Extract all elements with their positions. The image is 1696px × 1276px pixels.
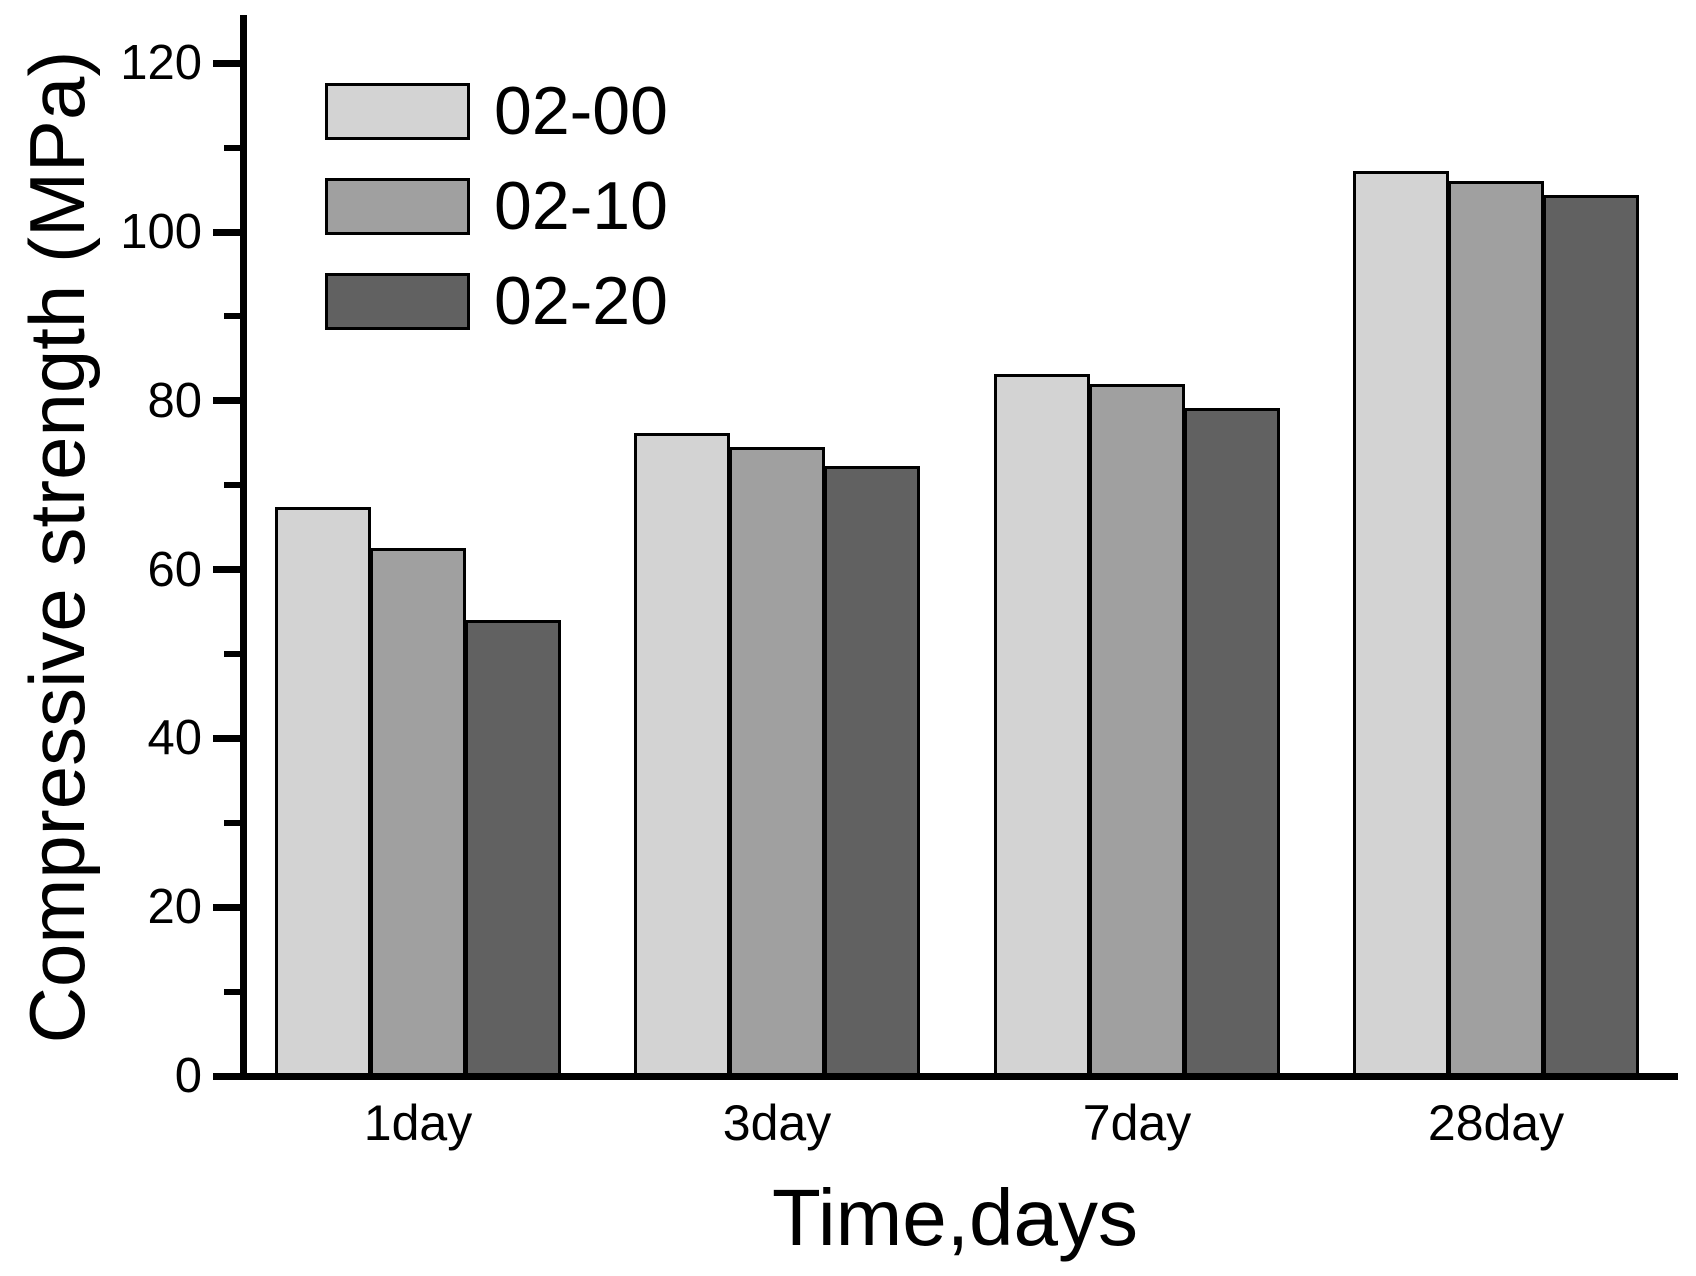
x-axis-title: Time,days xyxy=(771,1173,1139,1262)
y-major-tick-100 xyxy=(213,228,240,236)
legend-row-02-10: 02-10 xyxy=(325,171,668,241)
legend-swatch-02-00 xyxy=(325,82,470,140)
bar-02-20-7day xyxy=(1184,408,1280,1079)
y-major-tick-0 xyxy=(213,1072,240,1080)
y-tick-label-0: 0 xyxy=(174,1049,202,1103)
bar-02-20-3day xyxy=(824,466,920,1079)
legend-swatch-02-10 xyxy=(325,177,470,235)
y-tick-label-40: 40 xyxy=(147,711,202,766)
y-tick-label-20: 20 xyxy=(147,880,202,935)
y-axis-line xyxy=(240,15,247,1080)
x-tick-label-28day: 28day xyxy=(1427,1095,1565,1151)
legend-label-02-10: 02-10 xyxy=(494,168,668,244)
y-tick-label-100: 100 xyxy=(120,205,202,259)
bar-02-00-28day xyxy=(1353,171,1449,1079)
y-minor-tick-10 xyxy=(224,988,240,995)
y-minor-tick-50 xyxy=(224,651,240,657)
x-tick-label-7day: 7day xyxy=(1082,1095,1192,1151)
y-tick-label-120: 120 xyxy=(120,36,202,91)
x-tick-label-3day: 3day xyxy=(722,1095,832,1151)
bar-02-10-28day xyxy=(1448,181,1544,1079)
bar-02-10-7day xyxy=(1089,384,1185,1079)
y-minor-tick-110 xyxy=(224,144,240,151)
bar-02-10-3day xyxy=(729,447,825,1079)
bar-02-00-3day xyxy=(634,433,730,1079)
y-major-tick-20 xyxy=(213,903,240,911)
legend: 02-00 02-10 02-20 xyxy=(325,76,668,361)
legend-row-02-20: 02-20 xyxy=(325,266,668,336)
y-tick-label-60: 60 xyxy=(147,542,202,597)
y-minor-tick-30 xyxy=(224,819,240,826)
legend-label-02-20: 02-20 xyxy=(494,263,668,339)
legend-label-02-00: 02-00 xyxy=(494,73,668,149)
y-major-tick-60 xyxy=(213,566,240,574)
bar-02-10-1day xyxy=(370,548,466,1079)
bar-02-20-1day xyxy=(465,620,561,1079)
x-axis-line xyxy=(240,1073,1678,1080)
y-minor-tick-90 xyxy=(224,313,240,320)
y-tick-label-80: 80 xyxy=(147,373,202,428)
bar-02-00-1day xyxy=(275,507,371,1079)
bar-02-00-7day xyxy=(994,374,1090,1079)
legend-row-02-00: 02-00 xyxy=(325,76,668,146)
legend-swatch-02-20 xyxy=(325,272,470,330)
y-major-tick-80 xyxy=(213,397,240,405)
bar-02-20-28day xyxy=(1543,195,1639,1079)
x-tick-label-1day: 1day xyxy=(363,1095,473,1151)
y-major-tick-40 xyxy=(213,734,240,742)
y-major-tick-120 xyxy=(213,59,240,67)
y-minor-tick-70 xyxy=(224,482,240,489)
